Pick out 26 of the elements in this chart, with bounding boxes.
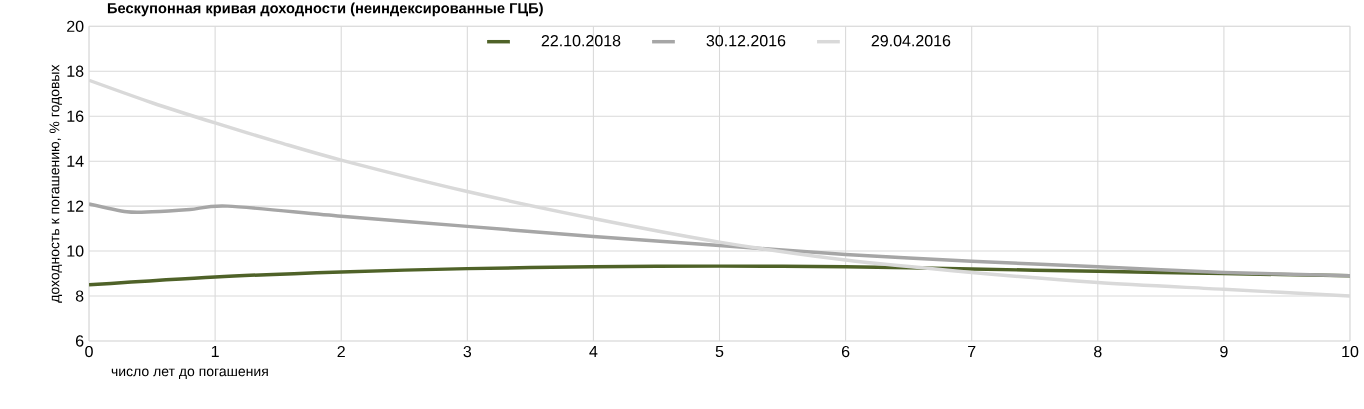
y-tick-label: 18 — [67, 65, 84, 77]
legend-label: 22.10.2018 — [541, 35, 621, 47]
x-tick-label: 0 — [85, 345, 93, 358]
y-tick-label: 6 — [76, 335, 84, 347]
x-tick-label: 4 — [589, 345, 598, 357]
line-series — [89, 202, 1350, 278]
chart-title: Бескупонная кривая доходности (неиндексированные ГЦБ) — [107, 2, 543, 17]
y-tick-label: 20 — [67, 20, 84, 32]
x-tick-label: 5 — [715, 345, 724, 358]
y-tick-label: 14 — [67, 155, 84, 167]
x-axis-title: число лет до погашения — [111, 368, 268, 379]
x-tick-label: 10 — [1342, 345, 1359, 358]
y-axis-title: доходность к погашению, % годовых — [49, 64, 63, 303]
x-tick-label: 7 — [968, 345, 976, 357]
legend-label: 29.04.2016 — [871, 35, 951, 47]
legend-label: 30.12.2016 — [706, 35, 786, 47]
y-tick-label: 10 — [67, 245, 84, 257]
y-tick-label: 12 — [67, 200, 84, 212]
x-tick-label: 3 — [463, 345, 472, 358]
x-tick-label: 1 — [211, 345, 219, 357]
x-tick-label: 9 — [1220, 345, 1228, 358]
x-tick-label: 2 — [337, 345, 345, 358]
y-tick-label: 8 — [75, 290, 84, 302]
x-tick-label: 6 — [841, 345, 850, 358]
x-tick-label: 8 — [1094, 345, 1102, 358]
y-tick-label: 16 — [67, 110, 84, 122]
